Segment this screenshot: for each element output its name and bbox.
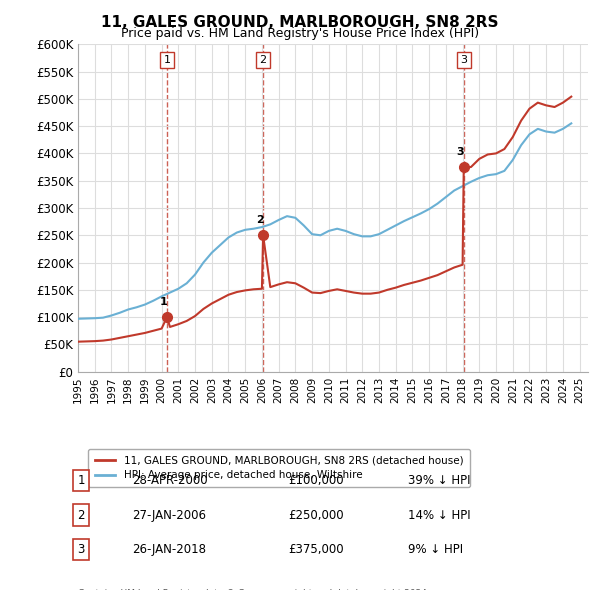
Text: 1: 1: [163, 55, 170, 65]
Text: 2: 2: [77, 509, 85, 522]
Text: 28-APR-2000: 28-APR-2000: [132, 474, 208, 487]
Legend: 11, GALES GROUND, MARLBOROUGH, SN8 2RS (detached house), HPI: Average price, det: 11, GALES GROUND, MARLBOROUGH, SN8 2RS (…: [88, 449, 470, 487]
Text: 2: 2: [260, 55, 266, 65]
Text: 3: 3: [457, 148, 464, 157]
Text: 11, GALES GROUND, MARLBOROUGH, SN8 2RS: 11, GALES GROUND, MARLBOROUGH, SN8 2RS: [101, 15, 499, 30]
Text: 9% ↓ HPI: 9% ↓ HPI: [408, 543, 463, 556]
Text: Contains HM Land Registry data © Crown copyright and database right 2024.
This d: Contains HM Land Registry data © Crown c…: [78, 589, 430, 590]
Text: 1: 1: [77, 474, 85, 487]
Text: 26-JAN-2018: 26-JAN-2018: [132, 543, 206, 556]
Text: Price paid vs. HM Land Registry's House Price Index (HPI): Price paid vs. HM Land Registry's House …: [121, 27, 479, 40]
Text: 1: 1: [160, 297, 167, 307]
Text: 14% ↓ HPI: 14% ↓ HPI: [408, 509, 470, 522]
Text: £375,000: £375,000: [288, 543, 344, 556]
Text: 39% ↓ HPI: 39% ↓ HPI: [408, 474, 470, 487]
Text: 3: 3: [460, 55, 467, 65]
Text: 27-JAN-2006: 27-JAN-2006: [132, 509, 206, 522]
Text: 3: 3: [77, 543, 85, 556]
Text: £250,000: £250,000: [288, 509, 344, 522]
Text: 2: 2: [256, 215, 263, 225]
Text: £100,000: £100,000: [288, 474, 344, 487]
